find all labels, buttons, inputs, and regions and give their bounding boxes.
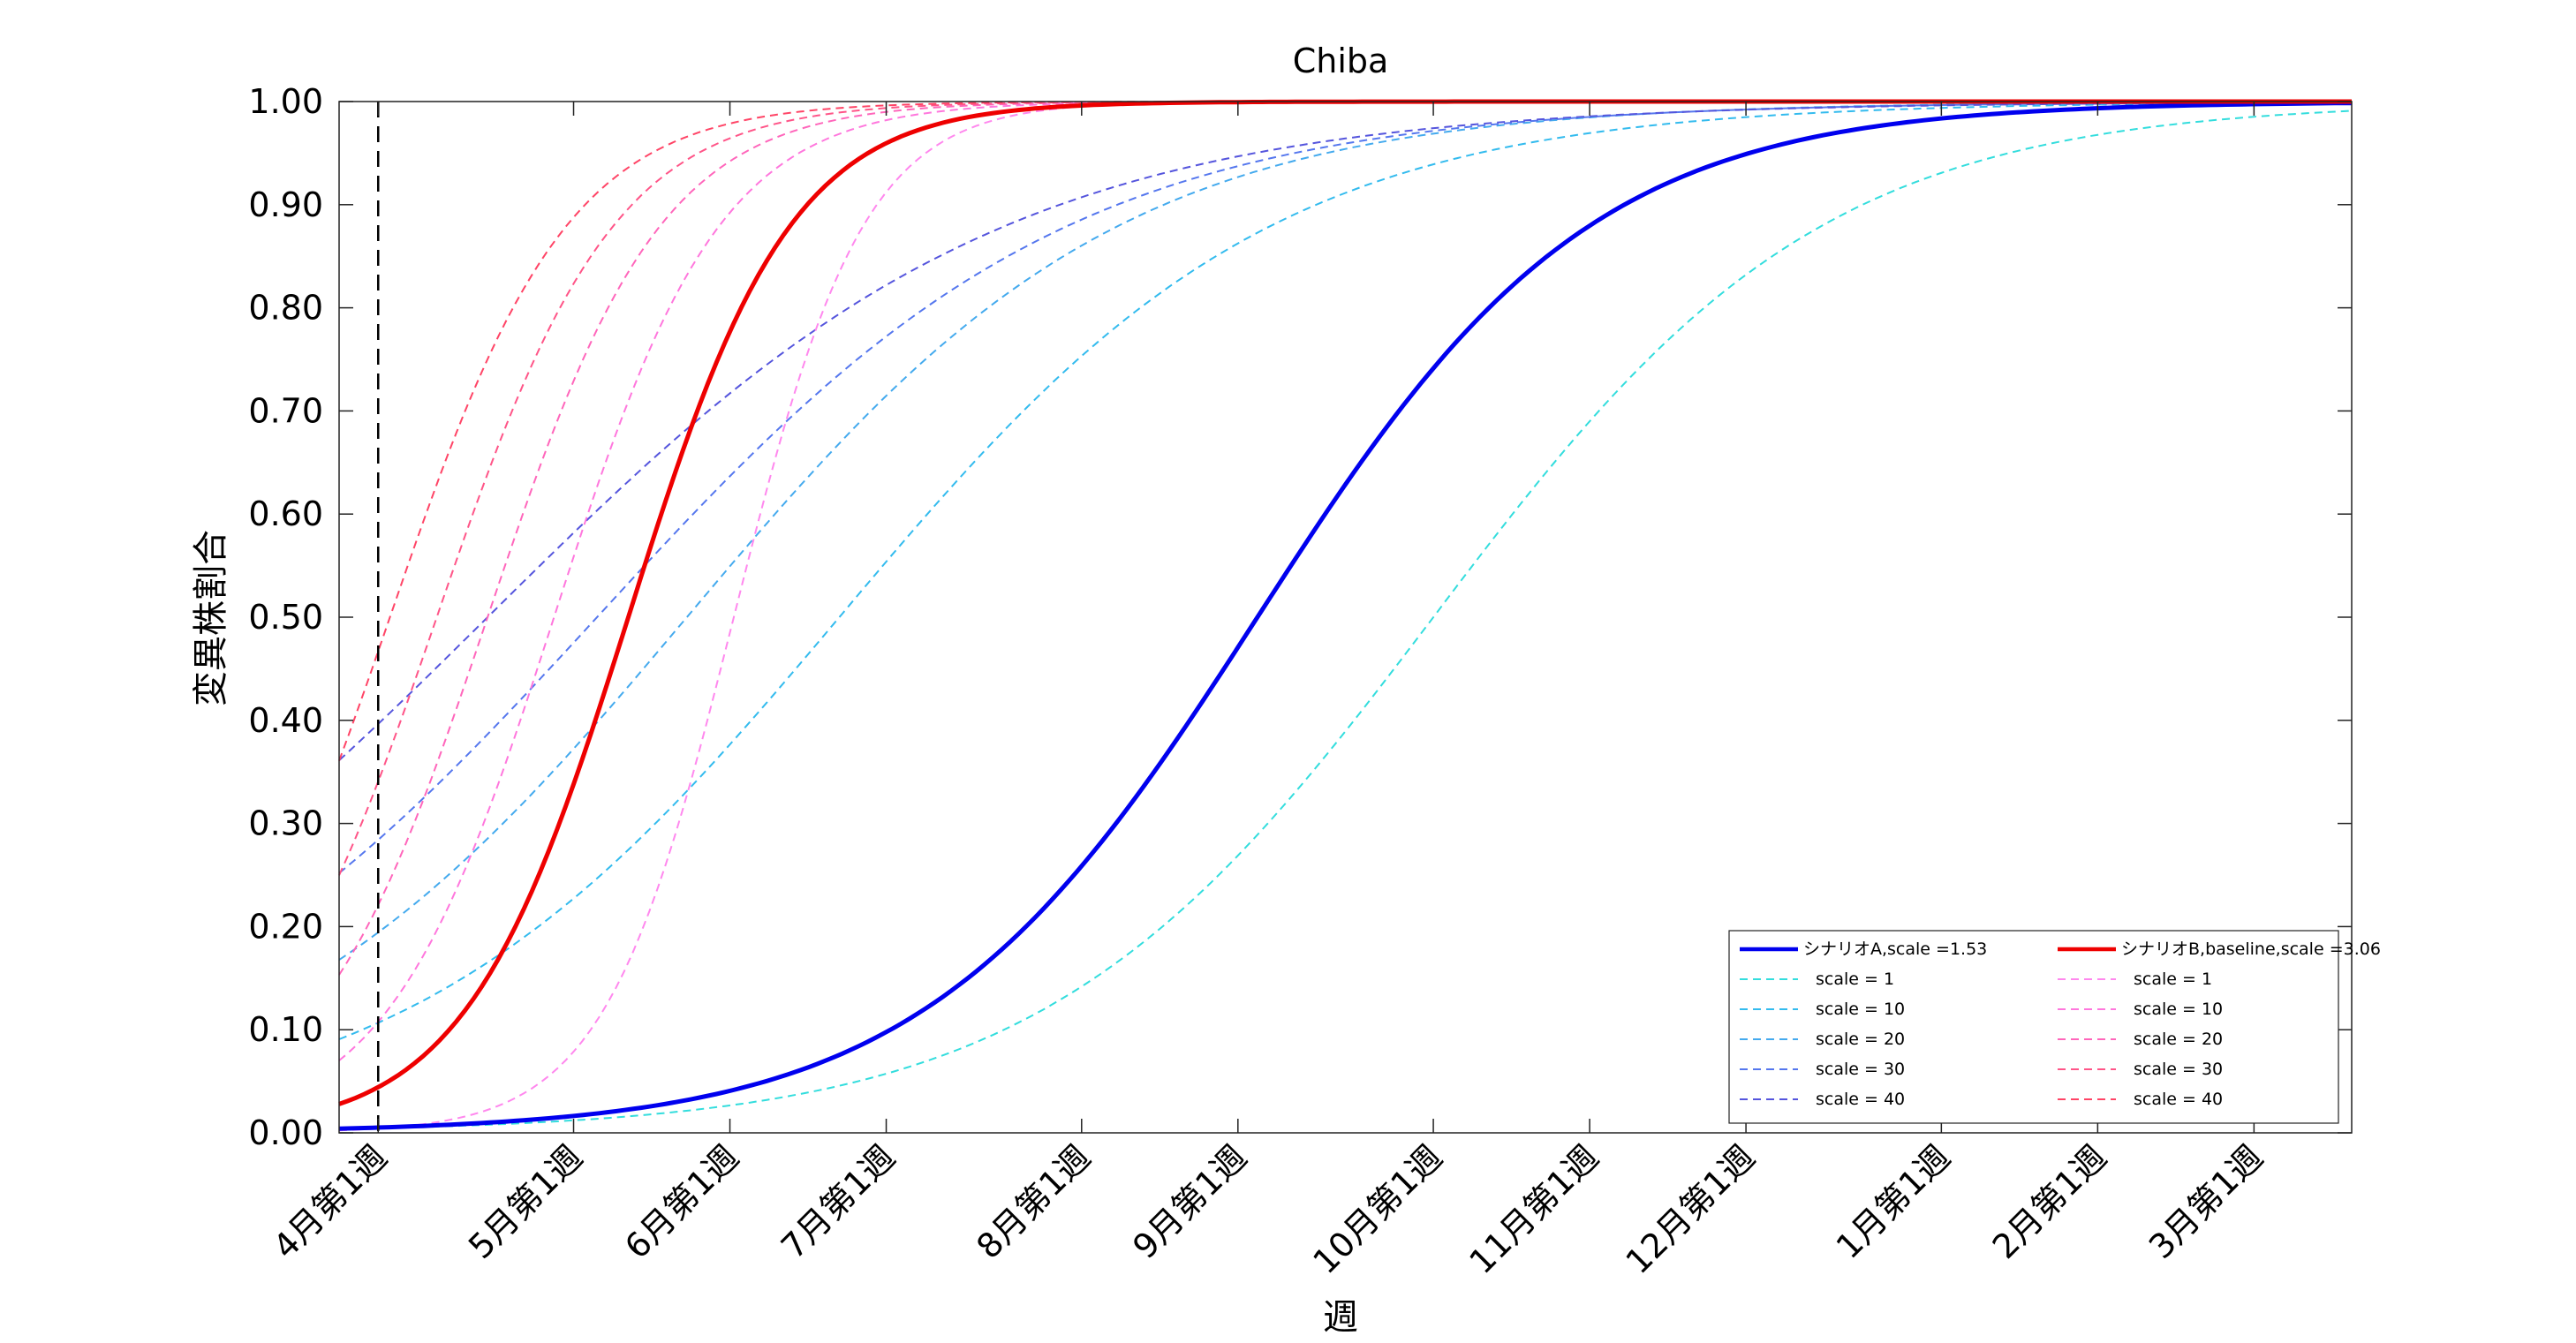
legend-entry-label: scale = 1: [1816, 970, 1894, 989]
y-tick-label: 0.40: [248, 701, 323, 740]
legend-entry-label: シナリオB,baseline,scale =3.06: [2121, 939, 2381, 959]
series-line-a-5: [338, 101, 2352, 874]
y-tick-label: 0.20: [248, 907, 323, 946]
y-tick-label: 0.80: [248, 289, 323, 328]
y-tick-label: 0.00: [248, 1113, 323, 1152]
legend-entry-label: scale = 10: [2134, 1000, 2223, 1019]
y-tick-label: 0.70: [248, 391, 323, 430]
y-tick-label: 0.10: [248, 1010, 323, 1049]
legend-entry-label: scale = 1: [2134, 970, 2212, 989]
series-line-a-2: [338, 109, 2353, 1130]
y-tick-label: 0.60: [248, 494, 323, 533]
chart-title: Chiba: [1293, 41, 1389, 80]
legend-box: [1728, 930, 2339, 1124]
legend-entry-label: scale = 20: [2134, 1030, 2223, 1049]
legend-entry-label: scale = 40: [1816, 1090, 1905, 1109]
series-line-a-0: [338, 101, 2353, 1131]
y-tick-label: 0.50: [248, 598, 323, 637]
x-axis-label: 週: [1323, 1297, 1358, 1338]
legend: シナリオA,scale =1.53 scale = 1 scale = 10 scal…: [1728, 930, 2381, 1124]
legend-entry-label: シナリオA,scale =1.53: [1803, 939, 1987, 959]
y-axis-label: 変異株割合: [191, 530, 231, 706]
y-tick-label: 0.90: [248, 185, 323, 224]
legend-entry-label: scale = 30: [2134, 1060, 2223, 1079]
legend-entry-label: scale = 10: [1816, 1000, 1905, 1019]
series-line-a-3: [338, 102, 2352, 1040]
y-tick-label: 0.30: [248, 804, 323, 843]
series-line-a-6: [338, 101, 2352, 761]
y-tick-label: 1.00: [248, 82, 323, 121]
legend-entry-label: scale = 30: [1816, 1060, 1905, 1079]
legend-entry-label: scale = 20: [1816, 1030, 1905, 1049]
legend-entry-label: scale = 40: [2134, 1090, 2223, 1109]
